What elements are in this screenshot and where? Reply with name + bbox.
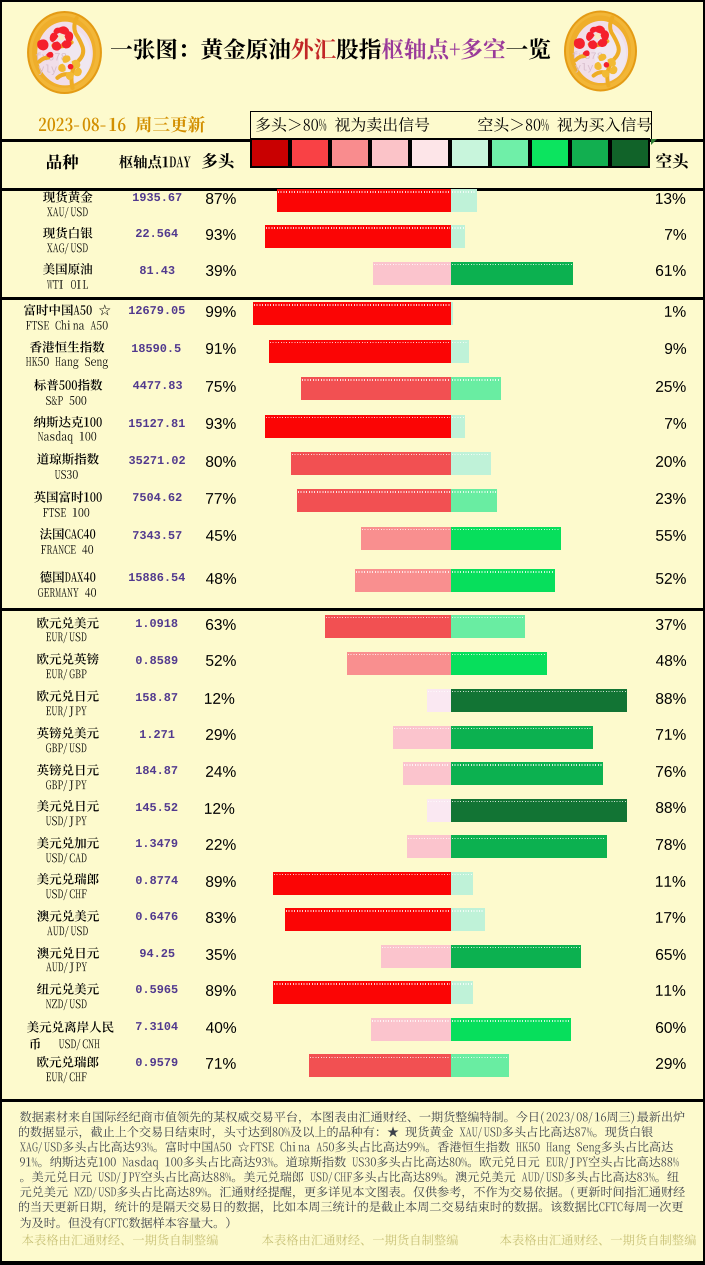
svg-text:fx678: fx678 — [35, 53, 67, 65]
svg-text:yly: yly — [38, 65, 58, 77]
